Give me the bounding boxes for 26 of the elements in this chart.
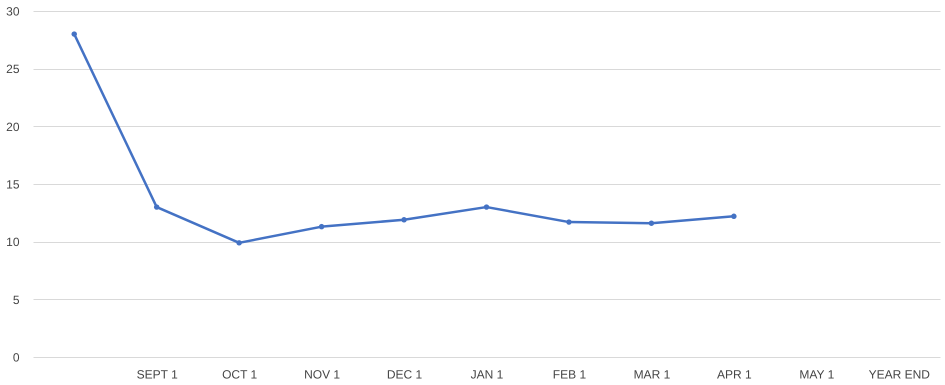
point: [236, 240, 242, 246]
y-tick-label: 10: [6, 235, 20, 250]
x-tick-label: SEPT 1: [136, 368, 178, 382]
x-tick-label: YEAR END: [868, 368, 930, 382]
point: [401, 217, 407, 222]
x-tick-label: MAY 1: [799, 368, 835, 382]
y-tick-label: 5: [12, 292, 20, 307]
x-tick-label: OCT 1: [222, 368, 258, 382]
y-tick-label: 20: [6, 120, 20, 134]
y-tick-label: 0: [12, 350, 20, 364]
x-tick-label: JAN 1: [470, 368, 504, 382]
point: [731, 214, 737, 220]
point: [484, 204, 490, 210]
point: [154, 204, 160, 210]
x-tick-label: FEB 1: [552, 368, 586, 382]
x-tick-label: MAR 1: [634, 368, 671, 382]
y-tick-label: 15: [6, 178, 20, 192]
x-tick-label: APR 1: [717, 368, 752, 382]
x-tick-label: DEC 1: [386, 368, 423, 382]
y-tick-label: 30: [6, 4, 20, 18]
point: [648, 220, 654, 226]
point: [71, 31, 77, 37]
x-tick-label: NOV 1: [304, 368, 340, 382]
point: [318, 224, 324, 230]
y-tick-label: 25: [6, 62, 20, 76]
point: [566, 219, 572, 225]
